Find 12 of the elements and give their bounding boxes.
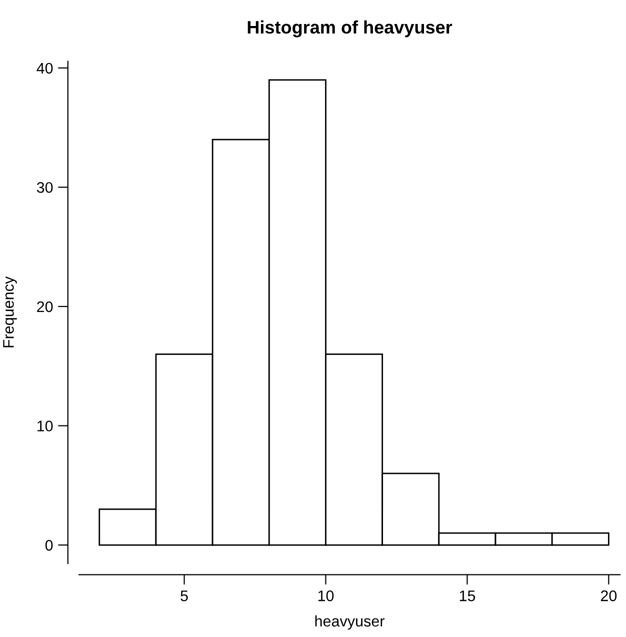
y-axis-title: Frequency	[3, 276, 17, 348]
x-tick-label: 5	[180, 590, 188, 602]
y-tick-label: 10	[37, 420, 53, 432]
y-tick-label: 40	[36, 62, 53, 74]
x-tick-label: 15	[460, 590, 476, 602]
x-axis-title: heavyuser	[315, 615, 384, 630]
y-tick-label: 20	[37, 301, 53, 312]
y-tick-label: 0	[45, 540, 53, 551]
chart-title: Histogram of heavyuser	[248, 20, 452, 38]
x-tick-label: 10	[318, 590, 334, 602]
x-tick-label: 20	[600, 590, 617, 602]
y-tick-label: 30	[36, 182, 53, 193]
